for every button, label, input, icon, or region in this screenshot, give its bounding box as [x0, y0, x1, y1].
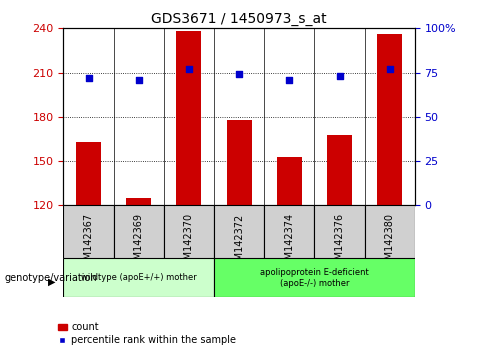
- Text: apolipoprotein E-deficient
(apoE-/-) mother: apolipoprotein E-deficient (apoE-/-) mot…: [260, 268, 369, 287]
- Text: GSM142372: GSM142372: [234, 213, 244, 273]
- Bar: [63, 258, 214, 297]
- Bar: [314, 205, 365, 258]
- Bar: [63, 205, 114, 258]
- Text: GSM142376: GSM142376: [334, 213, 345, 273]
- Legend: count, percentile rank within the sample: count, percentile rank within the sample: [54, 319, 240, 349]
- Text: genotype/variation: genotype/variation: [5, 273, 98, 283]
- Point: [235, 72, 243, 77]
- Bar: [277, 156, 302, 205]
- Title: GDS3671 / 1450973_s_at: GDS3671 / 1450973_s_at: [151, 12, 327, 26]
- Bar: [114, 205, 164, 258]
- Point: [336, 73, 344, 79]
- Bar: [264, 205, 314, 258]
- Point: [185, 66, 193, 72]
- Bar: [327, 135, 352, 205]
- Bar: [164, 205, 214, 258]
- Text: GSM142380: GSM142380: [385, 213, 395, 272]
- Bar: [365, 205, 415, 258]
- Bar: [377, 34, 402, 205]
- Text: GSM142374: GSM142374: [285, 213, 294, 273]
- Point: [135, 77, 142, 82]
- Text: ▶: ▶: [48, 276, 55, 286]
- Point: [386, 66, 394, 72]
- Bar: [76, 142, 101, 205]
- Bar: [176, 31, 202, 205]
- Bar: [126, 198, 151, 205]
- Text: GSM142369: GSM142369: [134, 213, 144, 272]
- Text: GSM142367: GSM142367: [83, 213, 94, 273]
- Point: [285, 77, 293, 82]
- Text: GSM142370: GSM142370: [184, 213, 194, 273]
- Bar: [226, 120, 252, 205]
- Bar: [214, 258, 415, 297]
- Bar: [214, 205, 264, 258]
- Point: [84, 75, 92, 81]
- Text: wildtype (apoE+/+) mother: wildtype (apoE+/+) mother: [81, 273, 197, 282]
